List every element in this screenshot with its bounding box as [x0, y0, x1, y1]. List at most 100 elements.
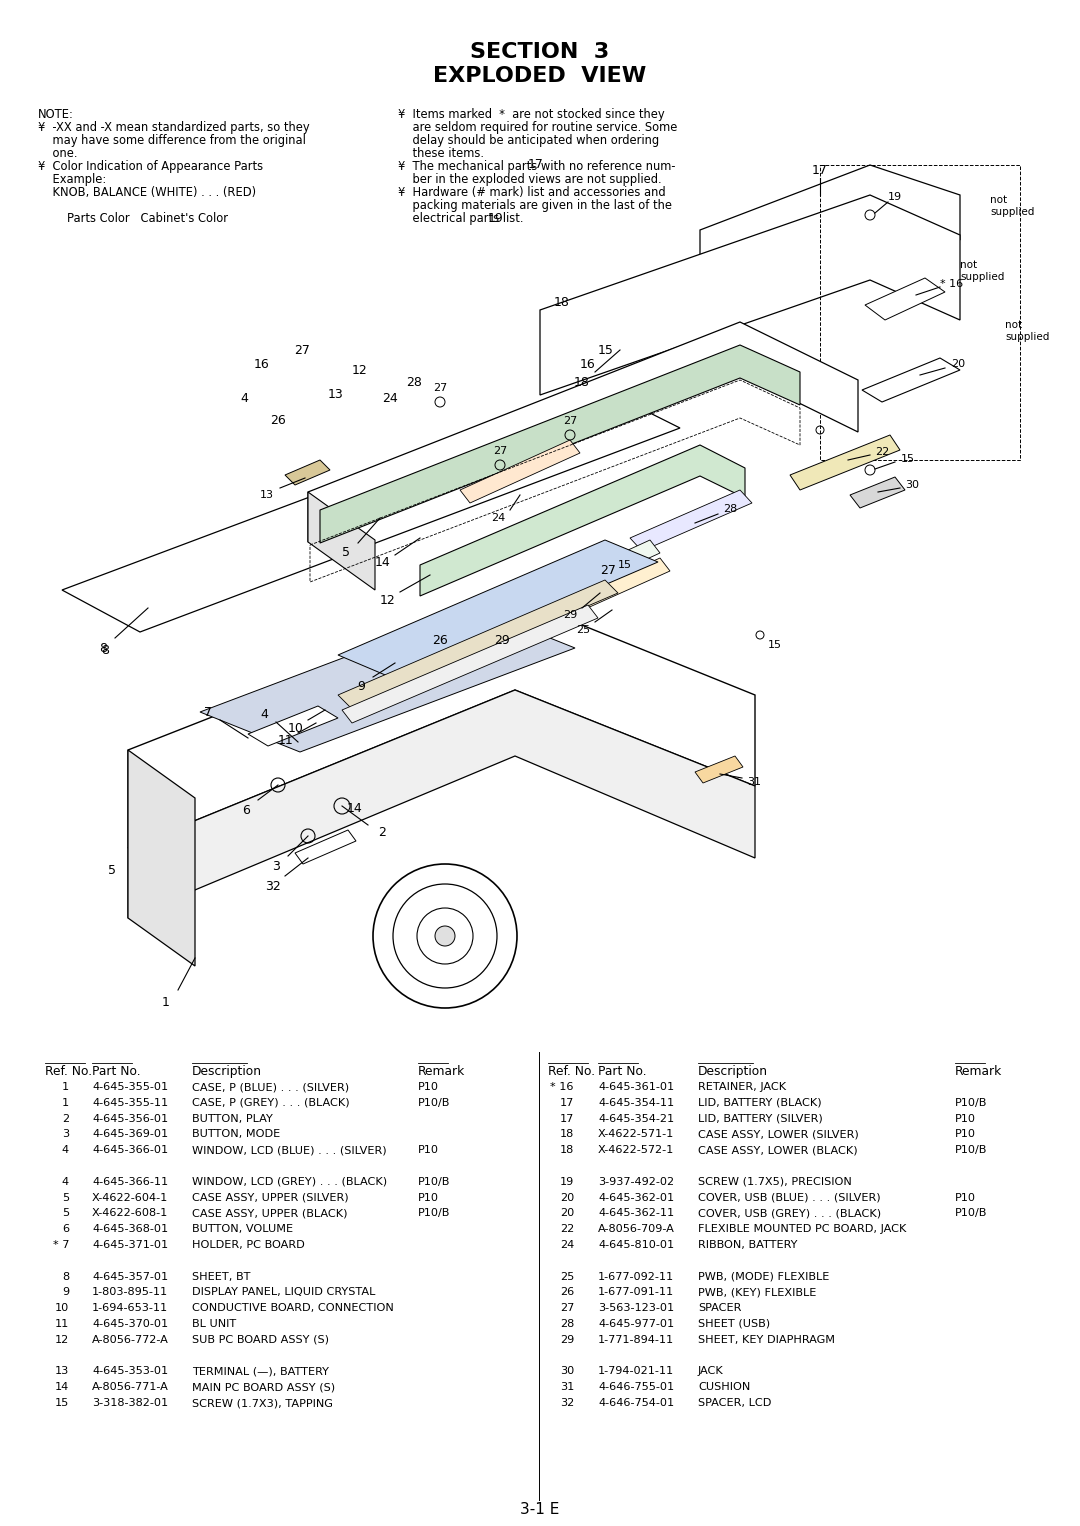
Text: 27: 27 — [559, 1303, 573, 1314]
Text: 18: 18 — [559, 1129, 573, 1140]
Text: P10: P10 — [955, 1129, 976, 1140]
Text: P10/B: P10/B — [955, 1144, 987, 1155]
Text: FLEXIBLE MOUNTED PC BOARD, JACK: FLEXIBLE MOUNTED PC BOARD, JACK — [698, 1224, 906, 1235]
Text: SUB PC BOARD ASSY (S): SUB PC BOARD ASSY (S) — [192, 1335, 329, 1344]
Text: 18: 18 — [575, 375, 590, 389]
Text: P10/B: P10/B — [955, 1209, 987, 1218]
Text: 18: 18 — [559, 1144, 573, 1155]
Text: CASE ASSY, UPPER (SILVER): CASE ASSY, UPPER (SILVER) — [192, 1193, 349, 1202]
Text: Remark: Remark — [955, 1065, 1002, 1077]
Text: 30: 30 — [905, 481, 919, 490]
Text: 11: 11 — [55, 1318, 69, 1329]
Text: 4-645-371-01: 4-645-371-01 — [92, 1241, 168, 1250]
Text: 11: 11 — [279, 734, 294, 748]
Text: delay should be anticipated when ordering: delay should be anticipated when orderin… — [399, 134, 659, 146]
Text: CASE ASSY, LOWER (SILVER): CASE ASSY, LOWER (SILVER) — [698, 1129, 859, 1140]
Text: 6: 6 — [242, 804, 249, 816]
Text: 8: 8 — [99, 641, 107, 655]
Text: 9: 9 — [357, 679, 365, 693]
Polygon shape — [540, 195, 960, 395]
Text: 31: 31 — [747, 777, 761, 787]
Text: HOLDER, PC BOARD: HOLDER, PC BOARD — [192, 1241, 305, 1250]
Text: 5: 5 — [108, 864, 116, 876]
Text: Ref. No.: Ref. No. — [45, 1065, 92, 1077]
Text: P10: P10 — [955, 1114, 976, 1123]
Text: 17: 17 — [812, 163, 828, 177]
Text: 29: 29 — [563, 610, 577, 620]
Text: 1: 1 — [162, 995, 170, 1009]
Text: 27: 27 — [294, 343, 310, 357]
Text: ¥  The mechanical parts with no reference num-: ¥ The mechanical parts with no reference… — [399, 160, 675, 172]
Text: ¥  Items marked  *  are not stocked since they: ¥ Items marked * are not stocked since t… — [399, 108, 664, 121]
Text: not: not — [990, 195, 1008, 204]
Polygon shape — [342, 604, 598, 723]
Text: 27: 27 — [600, 563, 616, 577]
Text: 3: 3 — [62, 1129, 69, 1140]
Text: ber in the exploded views are not supplied.: ber in the exploded views are not suppli… — [399, 172, 662, 186]
Text: COVER, USB (BLUE) . . . (SILVER): COVER, USB (BLUE) . . . (SILVER) — [698, 1193, 880, 1202]
Text: 17: 17 — [528, 159, 544, 171]
Text: MAIN PC BOARD ASSY (S): MAIN PC BOARD ASSY (S) — [192, 1383, 335, 1392]
Text: 4-646-754-01: 4-646-754-01 — [598, 1398, 674, 1408]
Polygon shape — [460, 439, 580, 504]
Text: CASE ASSY, UPPER (BLACK): CASE ASSY, UPPER (BLACK) — [192, 1209, 348, 1218]
Text: not: not — [960, 259, 977, 270]
Text: 3-1 E: 3-1 E — [521, 1502, 559, 1517]
Text: CASE ASSY, LOWER (BLACK): CASE ASSY, LOWER (BLACK) — [698, 1144, 858, 1155]
Text: 27: 27 — [563, 417, 577, 426]
Text: packing materials are given in the last of the: packing materials are given in the last … — [399, 198, 672, 212]
Text: RETAINER, JACK: RETAINER, JACK — [698, 1082, 786, 1093]
Text: 12: 12 — [55, 1335, 69, 1344]
Text: P10/B: P10/B — [418, 1209, 450, 1218]
Text: SCREW (1.7X3), TAPPING: SCREW (1.7X3), TAPPING — [192, 1398, 333, 1408]
Polygon shape — [308, 491, 375, 591]
Text: P10: P10 — [418, 1193, 438, 1202]
Text: EXPLODED  VIEW: EXPLODED VIEW — [433, 66, 647, 85]
Polygon shape — [285, 459, 330, 485]
Text: 3-563-123-01: 3-563-123-01 — [598, 1303, 674, 1314]
Text: 7: 7 — [204, 705, 212, 719]
Text: Ref. No.: Ref. No. — [548, 1065, 595, 1077]
Text: 3-318-382-01: 3-318-382-01 — [92, 1398, 168, 1408]
Text: 5: 5 — [342, 545, 350, 559]
Text: SPACER: SPACER — [698, 1303, 741, 1314]
Text: 1: 1 — [62, 1082, 69, 1093]
Text: 5: 5 — [62, 1209, 69, 1218]
Text: 6: 6 — [62, 1224, 69, 1235]
Text: 10: 10 — [55, 1303, 69, 1314]
Text: BUTTON, PLAY: BUTTON, PLAY — [192, 1114, 273, 1123]
Text: 2: 2 — [62, 1114, 69, 1123]
Text: 4-645-366-01: 4-645-366-01 — [92, 1144, 168, 1155]
Text: 29: 29 — [559, 1335, 573, 1344]
Text: 32: 32 — [265, 879, 281, 893]
Text: 31: 31 — [559, 1383, 573, 1392]
Text: ¥  Color Indication of Appearance Parts: ¥ Color Indication of Appearance Parts — [38, 160, 264, 172]
Text: 27: 27 — [433, 383, 447, 394]
Text: KNOB, BALANCE (WHITE) . . . (RED): KNOB, BALANCE (WHITE) . . . (RED) — [38, 186, 256, 198]
Text: supplied: supplied — [960, 272, 1004, 282]
Text: CASE, P (GREY) . . . (BLACK): CASE, P (GREY) . . . (BLACK) — [192, 1097, 350, 1108]
Text: 30: 30 — [559, 1366, 573, 1376]
Text: BUTTON, MODE: BUTTON, MODE — [192, 1129, 280, 1140]
Polygon shape — [338, 580, 618, 708]
Text: 4: 4 — [240, 392, 248, 404]
Text: PWB, (MODE) FLEXIBLE: PWB, (MODE) FLEXIBLE — [698, 1271, 829, 1282]
Text: 15: 15 — [55, 1398, 69, 1408]
Text: 4-645-810-01: 4-645-810-01 — [598, 1241, 674, 1250]
Text: 4-645-353-01: 4-645-353-01 — [92, 1366, 168, 1376]
Text: electrical parts list.: electrical parts list. — [399, 212, 524, 224]
Text: supplied: supplied — [990, 208, 1035, 217]
Text: 4: 4 — [62, 1177, 69, 1187]
Polygon shape — [200, 607, 575, 752]
Text: P10/B: P10/B — [418, 1097, 450, 1108]
Text: 14: 14 — [375, 557, 391, 569]
Text: 27: 27 — [492, 446, 508, 456]
Text: CONDUCTIVE BOARD, CONNECTION: CONDUCTIVE BOARD, CONNECTION — [192, 1303, 394, 1314]
Text: 32: 32 — [559, 1398, 573, 1408]
Text: 4: 4 — [260, 708, 268, 720]
Text: 13: 13 — [260, 490, 274, 501]
Text: 2: 2 — [378, 827, 386, 839]
Text: 4-645-362-01: 4-645-362-01 — [598, 1193, 674, 1202]
Text: 4-645-362-11: 4-645-362-11 — [598, 1209, 674, 1218]
Polygon shape — [696, 755, 743, 783]
